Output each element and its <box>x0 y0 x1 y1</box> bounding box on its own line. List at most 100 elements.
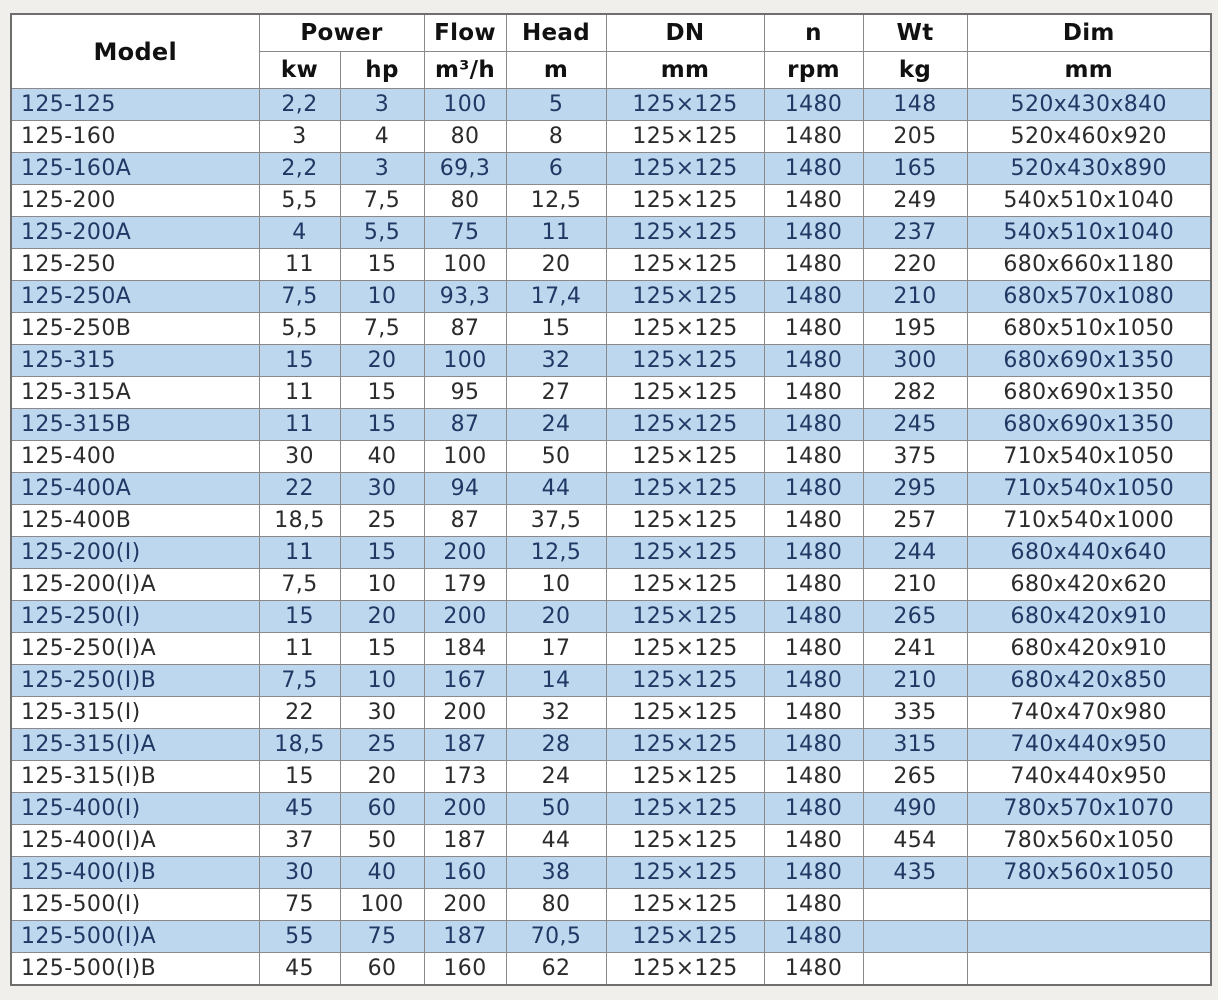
cell-wt: 490 <box>862 792 968 825</box>
cell-model: 125-315(I)A <box>10 728 260 761</box>
cell-head: 15 <box>505 312 607 345</box>
table-row: 125-400(I)B 30 40 160 38 125×125 1480 435 780x56… <box>10 856 1212 889</box>
table-row: 125-315A 11 15 95 27 125×125 1480 282 680x690x13… <box>10 376 1212 409</box>
unit-power-hp: hp <box>339 51 425 89</box>
cell-wt: 315 <box>862 728 968 761</box>
cell-model: 125-400(I)A <box>10 824 260 857</box>
cell-wt: 210 <box>862 664 968 697</box>
cell-dn: 125×125 <box>605 472 765 505</box>
cell-power-kw: 18,5 <box>258 728 341 761</box>
cell-head: 11 <box>505 216 607 249</box>
cell-dn: 125×125 <box>605 312 765 345</box>
cell-power-hp: 50 <box>339 824 425 857</box>
table-row: 125-250(I) 15 20 200 20 125×125 1480 265 680x420… <box>10 600 1212 633</box>
cell-wt <box>862 920 968 953</box>
cell-n: 1480 <box>763 248 864 281</box>
cell-dim <box>966 888 1212 921</box>
cell-power-kw: 30 <box>258 856 341 889</box>
cell-dim: 680x690x1350 <box>966 408 1212 441</box>
cell-dn: 125×125 <box>605 696 765 729</box>
cell-dn: 125×125 <box>605 408 765 441</box>
cell-wt: 300 <box>862 344 968 377</box>
table-row: 125-315B 11 15 87 24 125×125 1480 245 680x690x13… <box>10 408 1212 441</box>
cell-flow: 95 <box>423 376 507 409</box>
cell-n: 1480 <box>763 568 864 601</box>
cell-power-hp: 7,5 <box>339 312 425 345</box>
cell-dn: 125×125 <box>605 248 765 281</box>
cell-head: 44 <box>505 472 607 505</box>
cell-model: 125-200 <box>10 184 260 217</box>
col-header-n: n <box>763 13 864 52</box>
cell-dn: 125×125 <box>605 440 765 473</box>
cell-wt: 435 <box>862 856 968 889</box>
cell-model: 125-125 <box>10 88 260 121</box>
header-row-labels: Model Power Flow Head DN n Wt Dim <box>10 13 1212 89</box>
cell-flow: 87 <box>423 504 507 537</box>
cell-power-kw: 75 <box>258 888 341 921</box>
cell-power-hp: 30 <box>339 472 425 505</box>
cell-wt: 195 <box>862 312 968 345</box>
cell-head: 32 <box>505 344 607 377</box>
cell-power-hp: 3 <box>339 152 425 185</box>
cell-n: 1480 <box>763 888 864 921</box>
cell-dn: 125×125 <box>605 120 765 153</box>
cell-head: 8 <box>505 120 607 153</box>
cell-dn: 125×125 <box>605 344 765 377</box>
table-row: 125-500(I)A 55 75 187 70,5 125×125 1480 <box>10 920 1212 953</box>
cell-head: 44 <box>505 824 607 857</box>
cell-dim: 680x420x850 <box>966 664 1212 697</box>
cell-dn: 125×125 <box>605 728 765 761</box>
cell-wt: 210 <box>862 280 968 313</box>
table-row: 125-315 15 20 100 32 125×125 1480 300 680x690x13… <box>10 344 1212 377</box>
table-row: 125-200(I) 11 15 200 12,5 125×125 1480 244 680x4… <box>10 536 1212 569</box>
cell-dn: 125×125 <box>605 760 765 793</box>
cell-wt: 237 <box>862 216 968 249</box>
cell-wt <box>862 952 968 986</box>
cell-dim <box>966 952 1212 986</box>
cell-flow: 100 <box>423 440 507 473</box>
cell-dim: 520x430x840 <box>966 88 1212 121</box>
cell-n: 1480 <box>763 376 864 409</box>
cell-n: 1480 <box>763 472 864 505</box>
cell-n: 1480 <box>763 632 864 665</box>
cell-dn: 125×125 <box>605 792 765 825</box>
cell-head: 5 <box>505 88 607 121</box>
cell-dim: 740x470x980 <box>966 696 1212 729</box>
cell-n: 1480 <box>763 920 864 953</box>
cell-flow: 80 <box>423 120 507 153</box>
cell-dn: 125×125 <box>605 664 765 697</box>
cell-model: 125-200(I) <box>10 536 260 569</box>
cell-dn: 125×125 <box>605 952 765 986</box>
cell-power-hp: 7,5 <box>339 184 425 217</box>
cell-dim: 520x460x920 <box>966 120 1212 153</box>
cell-dn: 125×125 <box>605 184 765 217</box>
cell-power-hp: 60 <box>339 792 425 825</box>
cell-model: 125-400 <box>10 440 260 473</box>
cell-power-kw: 11 <box>258 248 341 281</box>
cell-power-hp: 20 <box>339 344 425 377</box>
pump-spec-table: Model Power Flow Head DN n Wt Dim kw hp … <box>10 13 1213 986</box>
cell-flow: 179 <box>423 568 507 601</box>
cell-dim: 710x540x1050 <box>966 472 1212 505</box>
cell-n: 1480 <box>763 728 864 761</box>
cell-wt: 375 <box>862 440 968 473</box>
cell-wt: 241 <box>862 632 968 665</box>
cell-model: 125-250(I) <box>10 600 260 633</box>
cell-n: 1480 <box>763 88 864 121</box>
cell-power-hp: 15 <box>339 536 425 569</box>
col-header-power: Power <box>258 13 425 52</box>
cell-power-kw: 15 <box>258 344 341 377</box>
cell-power-hp: 40 <box>339 856 425 889</box>
cell-wt: 210 <box>862 568 968 601</box>
cell-power-kw: 11 <box>258 376 341 409</box>
cell-head: 14 <box>505 664 607 697</box>
cell-wt: 165 <box>862 152 968 185</box>
cell-power-kw: 18,5 <box>258 504 341 537</box>
cell-power-hp: 15 <box>339 376 425 409</box>
cell-power-kw: 55 <box>258 920 341 953</box>
cell-power-hp: 15 <box>339 632 425 665</box>
cell-flow: 69,3 <box>423 152 507 185</box>
cell-n: 1480 <box>763 312 864 345</box>
cell-head: 27 <box>505 376 607 409</box>
table-row: 125-125 2,2 3 100 5 125×125 1480 148 520x430x840 <box>10 88 1212 121</box>
